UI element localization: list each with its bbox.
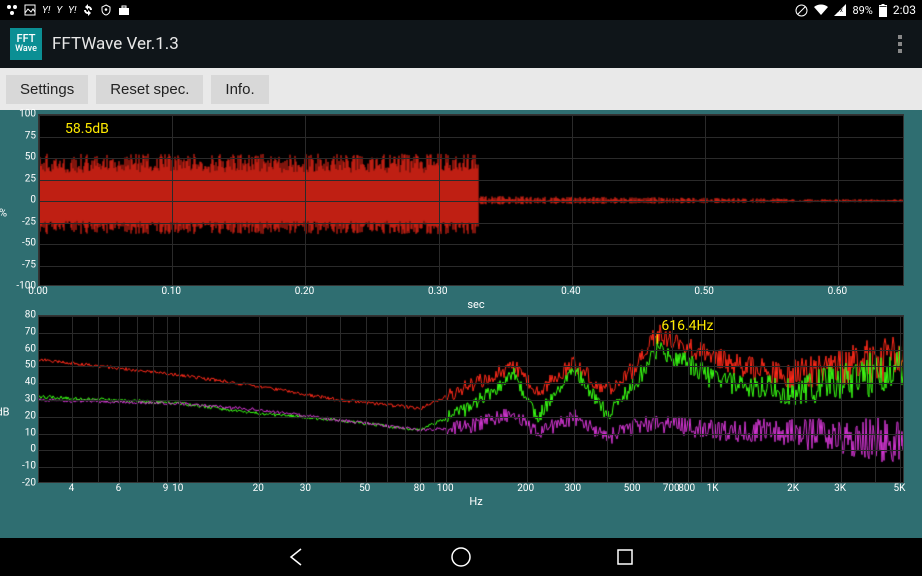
- wave-y-ticks: 1007550250-25-50-75-100: [8, 114, 38, 286]
- chart-area: % 1007550250-25-50-75-100 58.5dB 0.000.1…: [0, 110, 922, 538]
- waveform-chart: % 1007550250-25-50-75-100 58.5dB 0.000.1…: [8, 114, 914, 311]
- battery-percentage: 89%: [852, 4, 872, 17]
- wave-y-label: %: [0, 206, 7, 219]
- wave-db-annotation: 58.5dB: [65, 121, 109, 137]
- home-button[interactable]: [449, 545, 473, 569]
- toolbar: Settings Reset spec. Info.: [0, 68, 922, 110]
- yahoo-icon-3: Y!: [68, 5, 76, 16]
- reset-spec-button[interactable]: Reset spec.: [96, 75, 203, 104]
- app-bar: FFT Wave FFTWave Ver.1.3: [0, 20, 922, 68]
- signal-icon: ?x: [834, 4, 846, 16]
- app-logo: FFT Wave: [10, 28, 42, 60]
- android-status-bar: Y! Y Y! ?x 89% 2:03: [0, 0, 922, 20]
- wave-plot[interactable]: 58.5dB: [38, 114, 904, 286]
- app-title: FFTWave Ver.1.3: [52, 34, 888, 54]
- no-location-icon: [795, 4, 808, 17]
- spec-y-ticks: 80706050403020100-10-20: [8, 315, 38, 483]
- status-left: Y! Y Y!: [6, 4, 130, 16]
- svg-text:?x: ?x: [837, 7, 843, 14]
- briefcase-icon: [118, 4, 130, 16]
- info-button[interactable]: Info.: [211, 75, 268, 104]
- yahoo-icon-2: Y: [56, 5, 62, 16]
- spec-peak-annotation: 616.4Hz: [661, 318, 713, 334]
- battery-icon: [879, 4, 887, 17]
- cluster-icon: [6, 4, 18, 16]
- wifi-icon: [814, 4, 828, 16]
- clock: 2:03: [893, 3, 916, 17]
- wave-x-ticks: 0.000.100.200.300.400.500.60: [38, 286, 914, 300]
- status-right: ?x 89% 2:03: [795, 3, 916, 17]
- yahoo-icon: Y!: [42, 5, 50, 16]
- settings-button[interactable]: Settings: [6, 75, 88, 104]
- sync-icon: [82, 4, 94, 16]
- back-button[interactable]: [285, 545, 309, 569]
- shield-icon: [100, 4, 112, 16]
- logo-text-top: FFT: [17, 33, 36, 44]
- android-nav-bar: [0, 538, 922, 576]
- spec-x-ticks: 46910203050801002003005007008001K2K3K5K: [38, 483, 914, 497]
- overflow-menu-icon[interactable]: [888, 35, 912, 53]
- spec-plot[interactable]: 616.4Hz: [38, 315, 904, 483]
- logo-text-bottom: Wave: [15, 44, 37, 55]
- spectrum-chart: dB 80706050403020100-10-20 616.4Hz 46910…: [8, 315, 914, 508]
- image-icon: [24, 4, 36, 16]
- recent-apps-button[interactable]: [613, 545, 637, 569]
